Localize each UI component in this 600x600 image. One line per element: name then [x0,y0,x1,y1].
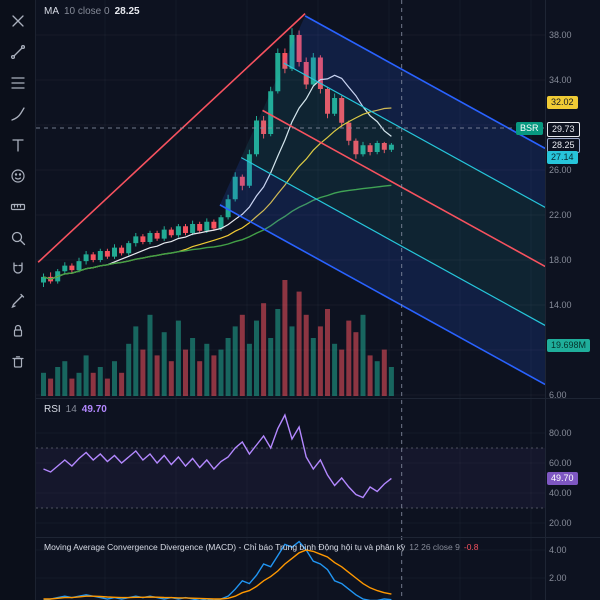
cursor-icon [11,15,24,27]
macd-tick: 4.00 [549,544,567,555]
ma-legend-value: 28.25 [114,6,140,17]
ma-teal-label: 27.14 [547,150,578,164]
ma-legend-title: MA [44,6,59,17]
price-axis-border [545,0,546,600]
fib-retracement-icon [10,77,25,89]
ma-legend[interactable]: MA 10 close 0 28.25 [44,6,140,17]
tool-trendline[interactable] [5,39,31,65]
separator-rsi-macd[interactable] [36,537,600,538]
symbol-badge: BSR [516,121,543,135]
macd-legend-params: 12 26 close 9 [409,542,460,552]
price-tick: 34.00 [549,74,572,85]
ma-legend-params: 10 close 0 [64,6,110,17]
tool-pencil[interactable] [5,287,31,313]
price-tick: 18.00 [549,254,572,265]
separator-main-rsi[interactable] [36,398,600,399]
emoji-icon [10,169,25,183]
rsi-tick: 40.00 [549,487,572,498]
trash-icon [11,356,24,368]
price-tick: 6.00 [549,389,567,400]
rsi-legend-title: RSI [44,404,61,415]
overlay-MA100 [43,184,392,280]
rsi-tick: 80.00 [549,427,572,438]
crosshair-price-label: 29.73 [547,121,580,137]
parallel-channel-drawing[interactable] [219,15,545,386]
tool-fibonacci[interactable] [5,70,31,96]
tool-cursor[interactable] [5,8,31,34]
brush-icon [10,107,25,121]
crosshair [36,0,545,600]
candlesticks [41,28,394,287]
measure-icon [10,203,25,211]
magnet-icon [12,262,23,274]
rsi-value-label: 49.70 [547,471,578,485]
rsi-legend[interactable]: RSI 14 49.70 [44,404,107,415]
lock-icon [13,324,22,337]
macd-legend[interactable]: Moving Average Convergence Divergence (M… [44,542,544,552]
macd-tick: 2.00 [549,572,567,583]
tool-zoom[interactable] [5,225,31,251]
volume-label: 19.698M [547,338,591,352]
ma-yellow-label: 32.02 [547,95,578,109]
rsi-tick: 20.00 [549,517,572,528]
volume-histogram [41,280,394,396]
rsi-legend-params: 14 [65,404,77,415]
rsi-tick: 60.00 [549,457,572,468]
price-pane [41,28,394,396]
trendline-icon [10,44,25,60]
price-tick: 26.00 [549,164,572,175]
tool-magnet[interactable] [5,256,31,282]
price-tick: 38.00 [549,29,572,40]
drawing-toolbar [0,0,36,600]
tool-text[interactable] [5,132,31,158]
trendline-drawing[interactable] [37,13,306,263]
tool-brush[interactable] [5,101,31,127]
macd-legend-title: Moving Average Convergence Divergence (M… [44,542,406,552]
rsi-pane [36,413,545,509]
price-tick: 14.00 [549,299,572,310]
tool-lock[interactable] [5,318,31,344]
tool-measure[interactable] [5,194,31,220]
text-icon [11,139,24,152]
macd-legend-value: -0.8 [463,542,479,552]
rsi-legend-value: 49.70 [81,404,107,415]
pencil-icon [10,293,24,309]
tool-trash[interactable] [5,349,31,375]
price-tick: 22.00 [549,209,572,220]
zoom-icon [11,231,25,246]
tool-emoji[interactable] [5,163,31,189]
